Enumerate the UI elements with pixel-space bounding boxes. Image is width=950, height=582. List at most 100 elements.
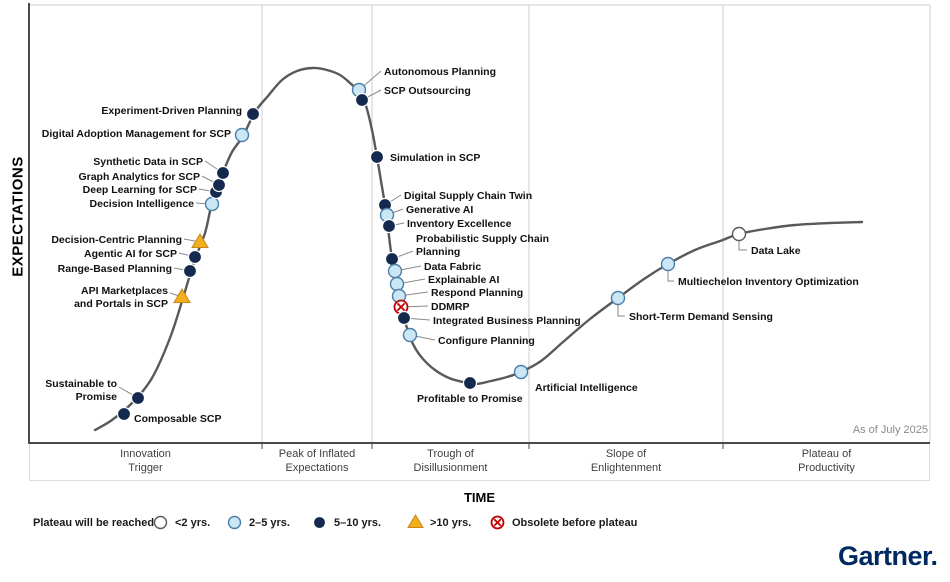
legend-item-label: 2–5 yrs.: [249, 516, 290, 529]
phase-label-innovation-trigger: Innovation Trigger: [120, 448, 171, 474]
label-connector: [617, 298, 625, 317]
point-label: Sustainable to Promise: [45, 378, 117, 403]
point-label: Inventory Excellence: [407, 218, 512, 230]
label-connector: [358, 70, 382, 91]
label-connector: [201, 175, 220, 186]
legend-item-gt10: >10 yrs.: [407, 514, 471, 531]
legend-item-label: 5–10 yrs.: [334, 516, 382, 529]
label-connector: [183, 238, 201, 243]
marker-5-10-dot-icon: [396, 310, 412, 326]
legend-item-obsolete: Obsolete before plateau: [489, 514, 637, 531]
point-label: Simulation in SCP: [390, 152, 480, 164]
marker-2-5-dot-icon: [227, 515, 242, 530]
obsolete-x-icon: [396, 302, 406, 312]
marker-2-5-dot-icon: [513, 364, 529, 380]
marker-5-10-dot-icon: [130, 390, 146, 406]
point-label: Digital Adoption Management for SCP: [42, 128, 231, 140]
point-label: Deep Learning for SCP: [83, 184, 197, 196]
label-connector: [195, 202, 213, 205]
point-label: Digital Supply Chain Twin: [404, 190, 532, 202]
point-label: Data Fabric: [424, 261, 481, 273]
point-label: Integrated Business Planning: [433, 315, 581, 327]
marker-2-5-dot-icon: [391, 288, 407, 304]
label-connector: [409, 334, 436, 341]
point-label: Graph Analytics for SCP: [78, 171, 200, 183]
marker-5-10-dot-icon: [384, 251, 400, 267]
2-5-yrs-icon: [226, 514, 243, 531]
marker-2-5-dot-icon: [234, 127, 250, 143]
marker-2-5-dot-icon: [379, 207, 395, 223]
marker-5-10-dot-icon: [116, 406, 132, 422]
gt10-yrs-icon: [407, 514, 424, 531]
marker-2-5-dot-icon: [660, 256, 676, 272]
marker-gt10-triangle-icon: [407, 514, 424, 528]
label-connector: [738, 234, 747, 251]
as-of-date: As of July 2025: [852, 424, 928, 436]
point-label: Probabilistic Supply Chain Planning: [416, 233, 549, 258]
marker-2-5-dot-icon: [402, 327, 418, 343]
marker-lt2-dot-icon: [153, 515, 168, 530]
label-connector: [204, 160, 224, 174]
point-label: Decision Intelligence: [90, 198, 195, 210]
gartner-logo: Gartner.: [838, 541, 938, 571]
label-connector: [118, 386, 139, 399]
phase-label-peak: Peak of Inflated Expectations: [278, 448, 356, 474]
marker-5-10-dot-icon: [312, 515, 327, 530]
point-label: Decision-Centric Planning: [51, 234, 182, 246]
label-connector: [384, 194, 402, 206]
marker-2-5-dot-icon: [351, 82, 367, 98]
marker-2-5-dot-icon: [389, 276, 405, 292]
marker-gt10-triangle-icon: [191, 233, 209, 248]
marker-5-10-dot-icon: [211, 177, 227, 193]
label-connector: [361, 89, 382, 101]
marker-obsolete-icon: [393, 299, 409, 315]
label-connector: [396, 278, 426, 285]
legend-item-label: Obsolete before plateau: [512, 516, 638, 529]
point-label: Data Lake: [751, 245, 801, 257]
legend-item-5-10: 5–10 yrs.: [311, 514, 381, 531]
point-label: API Marketplaces and Portals in SCP: [74, 285, 168, 310]
label-connector: [391, 250, 414, 260]
legend: Plateau will be reached: <2 yrs. 2–5 yrs…: [0, 511, 950, 537]
legend-item-lt2: <2 yrs.: [152, 514, 210, 531]
obsolete-x-icon: [493, 518, 502, 527]
obsolete-before-plateau-icon: [489, 514, 506, 531]
point-label: Experiment-Driven Planning: [101, 105, 242, 117]
marker-5-10-dot-icon: [215, 165, 231, 181]
point-label: Artificial Intelligence: [535, 382, 638, 394]
marker-gt10-triangle-icon: [173, 288, 191, 303]
point-label: Synthetic Data in SCP: [93, 156, 203, 168]
marker-5-10-dot-icon: [462, 375, 478, 391]
obsolete-x-icon: [396, 302, 406, 312]
legend-item-label: <2 yrs.: [175, 516, 211, 529]
marker-5-10-dot-icon: [245, 106, 261, 122]
x-axis-label: TIME: [463, 490, 496, 505]
marker-5-10-dot-icon: [381, 218, 397, 234]
marker-5-10-dot-icon: [377, 197, 393, 213]
point-label: Range-Based Planning: [58, 263, 172, 275]
label-connector: [169, 292, 183, 298]
marker-5-10-dot-icon: [208, 184, 224, 200]
point-label: Profitable to Promise: [417, 393, 523, 405]
point-label: SCP Outsourcing: [384, 85, 471, 97]
point-label: Composable SCP: [134, 413, 222, 425]
5-10-yrs-icon: [311, 514, 328, 531]
marker-5-10-dot-icon: [354, 92, 370, 108]
label-connector: [394, 265, 422, 272]
label-connector: [398, 291, 429, 297]
marker-2-5-dot-icon: [387, 263, 403, 279]
point-label: Autonomous Planning: [384, 66, 496, 78]
point-label: Multiechelon Inventory Optimization: [678, 276, 859, 288]
label-connector: [198, 188, 217, 193]
marker-5-10-dot-icon: [187, 249, 203, 265]
label-connector: [403, 317, 431, 321]
marker-2-5-dot-icon: [610, 290, 626, 306]
marker-5-10-dot-icon: [369, 149, 385, 165]
hype-curve: [93, 66, 864, 432]
phase-label-plateau: Plateau of Productivity: [798, 448, 855, 474]
label-connector: [173, 267, 191, 272]
label-connector: [388, 222, 405, 227]
point-label: Respond Planning: [431, 287, 523, 299]
label-connector: [400, 305, 429, 308]
